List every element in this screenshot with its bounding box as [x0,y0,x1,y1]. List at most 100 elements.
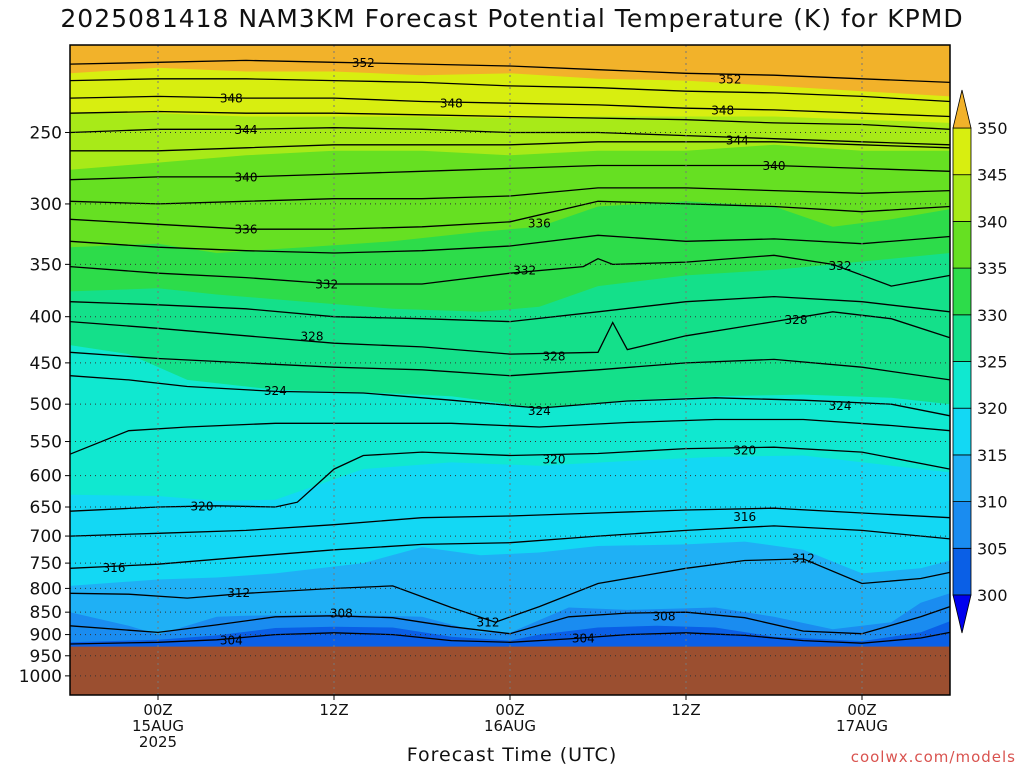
colorbar-label: 320 [977,399,1008,418]
contour-label: 348 [220,92,243,106]
colorbar-extend-bottom [952,594,972,634]
contour-label: 348 [440,97,463,111]
y-tick-label: 1000 [19,667,62,687]
colorbar: 300 305 310 315 320 325 330 335 340 345 350 [952,89,1008,634]
colorbar-swatch [952,547,972,596]
x-tick-label: 12Z [319,701,348,719]
contour-label-group: 344 [235,123,258,137]
y-tick-label: 250 [30,123,62,143]
x-axis-title: Forecast Time (UTC) [406,744,618,766]
contour-label: 328 [301,329,324,343]
contour-label: 316 [733,510,756,524]
y-tick-label: 500 [30,395,62,415]
x-tick-label: 00Z [847,701,876,719]
colorbar-label: 345 [977,166,1008,185]
contour-label-group: 348 [220,92,243,106]
colorbar-extend-top [952,89,972,129]
contour-label: 312 [792,551,815,565]
colorbar-label: 310 [977,493,1008,512]
colorbar-label: 305 [977,539,1008,558]
contour-line-316 [69,525,951,569]
contour-label-group: 324 [528,404,551,418]
y-tick-label: 850 [30,603,62,623]
colorbar-label: 300 [977,586,1008,605]
contour-label: 308 [653,609,676,623]
contour-label: 324 [528,404,551,418]
contour-label: 312 [227,586,250,600]
colorbar-swatch [952,407,972,456]
chart-title: 2025081418 NAM3KM Forecast Potential Tem… [60,4,964,33]
x-tick-label: 00Z [495,701,524,719]
contour-line-332 [69,254,951,287]
contour-label-group: 324 [829,399,852,413]
colorbar-label: 340 [977,212,1008,231]
contour-label: 324 [829,399,852,413]
contour-label: 304 [572,632,595,646]
contour-label: 344 [235,123,258,137]
contour-label: 320 [191,499,214,513]
contour-label-group: 340 [763,159,786,173]
contour-label: 332 [513,263,536,277]
contour-label-group: 332 [829,259,852,273]
contour-label: 336 [235,223,258,237]
x-tick-label: 12Z [671,701,700,719]
x-tick-label: 2025 [139,733,177,751]
contour-label: 332 [315,278,338,292]
contour-label: 348 [711,103,734,117]
contour-line-328 [69,311,951,355]
contour-line-340 [69,164,951,181]
contour-label-group: 340 [235,170,258,184]
colorbar-swatch [952,127,972,176]
contour-label-group: 308 [653,609,676,623]
contour-label: 328 [785,313,808,327]
plot-area: 352 352 348 348 348 344 344 340 340 336 336 332 332 3… [69,45,951,696]
contour-label-group: 312 [227,586,250,600]
contour-line-350 [69,78,951,103]
contour-label: 320 [543,452,566,466]
colorbar-swatch [952,361,972,409]
contour-line-342 [70,141,951,152]
colorbar-label: 325 [977,353,1008,372]
colorbar-swatch [952,267,972,316]
contour-line-322 [69,418,951,455]
colorbar-swatch [952,174,972,222]
contour-line-336 [69,200,951,230]
contour-label-group: 332 [513,263,536,277]
x-tick-label: 15AUG [132,717,184,735]
contour-line-308 [69,605,951,635]
contour-label-group: 336 [528,217,551,231]
y-tick-label: 650 [30,498,62,518]
contour-label-group: 304 [220,633,243,647]
x-tick-label: 17AUG [836,717,888,735]
contour-label-group: 328 [785,313,808,327]
grid-lines [70,45,950,695]
contour-label: 352 [352,56,375,70]
contour-line-312 [69,558,951,623]
contour-label-group: 336 [235,223,258,237]
contour-line-320 [69,446,951,512]
contour-label: 316 [103,561,126,575]
contour-label-group: 312 [792,551,815,565]
colorbar-swatch [952,454,972,502]
colorbar-label: 330 [977,306,1008,325]
colorbar-swatch [952,501,972,549]
contour-line-318 [69,507,951,537]
contour-label-group: 316 [103,561,126,575]
contour-label: 336 [528,217,551,231]
y-tick-label: 750 [30,554,62,574]
contour-label-group: 308 [330,607,353,621]
y-tick-label: 800 [30,579,62,599]
y-tick-label: 550 [30,433,62,453]
contour-label: 328 [543,349,566,363]
contour-line-352 [69,59,951,84]
y-tick-label: 400 [30,308,62,328]
contour-label-group: 348 [440,97,463,111]
y-tick-label: 600 [30,467,62,487]
site-credit[interactable]: coolwx.com/models [850,748,1016,766]
contour-line-304 [69,631,951,645]
contour-label-group: 312 [477,616,500,630]
colorbar-label: 315 [977,446,1008,465]
colorbar-label: 350 [977,119,1008,138]
contour-label-group: 328 [543,349,566,363]
